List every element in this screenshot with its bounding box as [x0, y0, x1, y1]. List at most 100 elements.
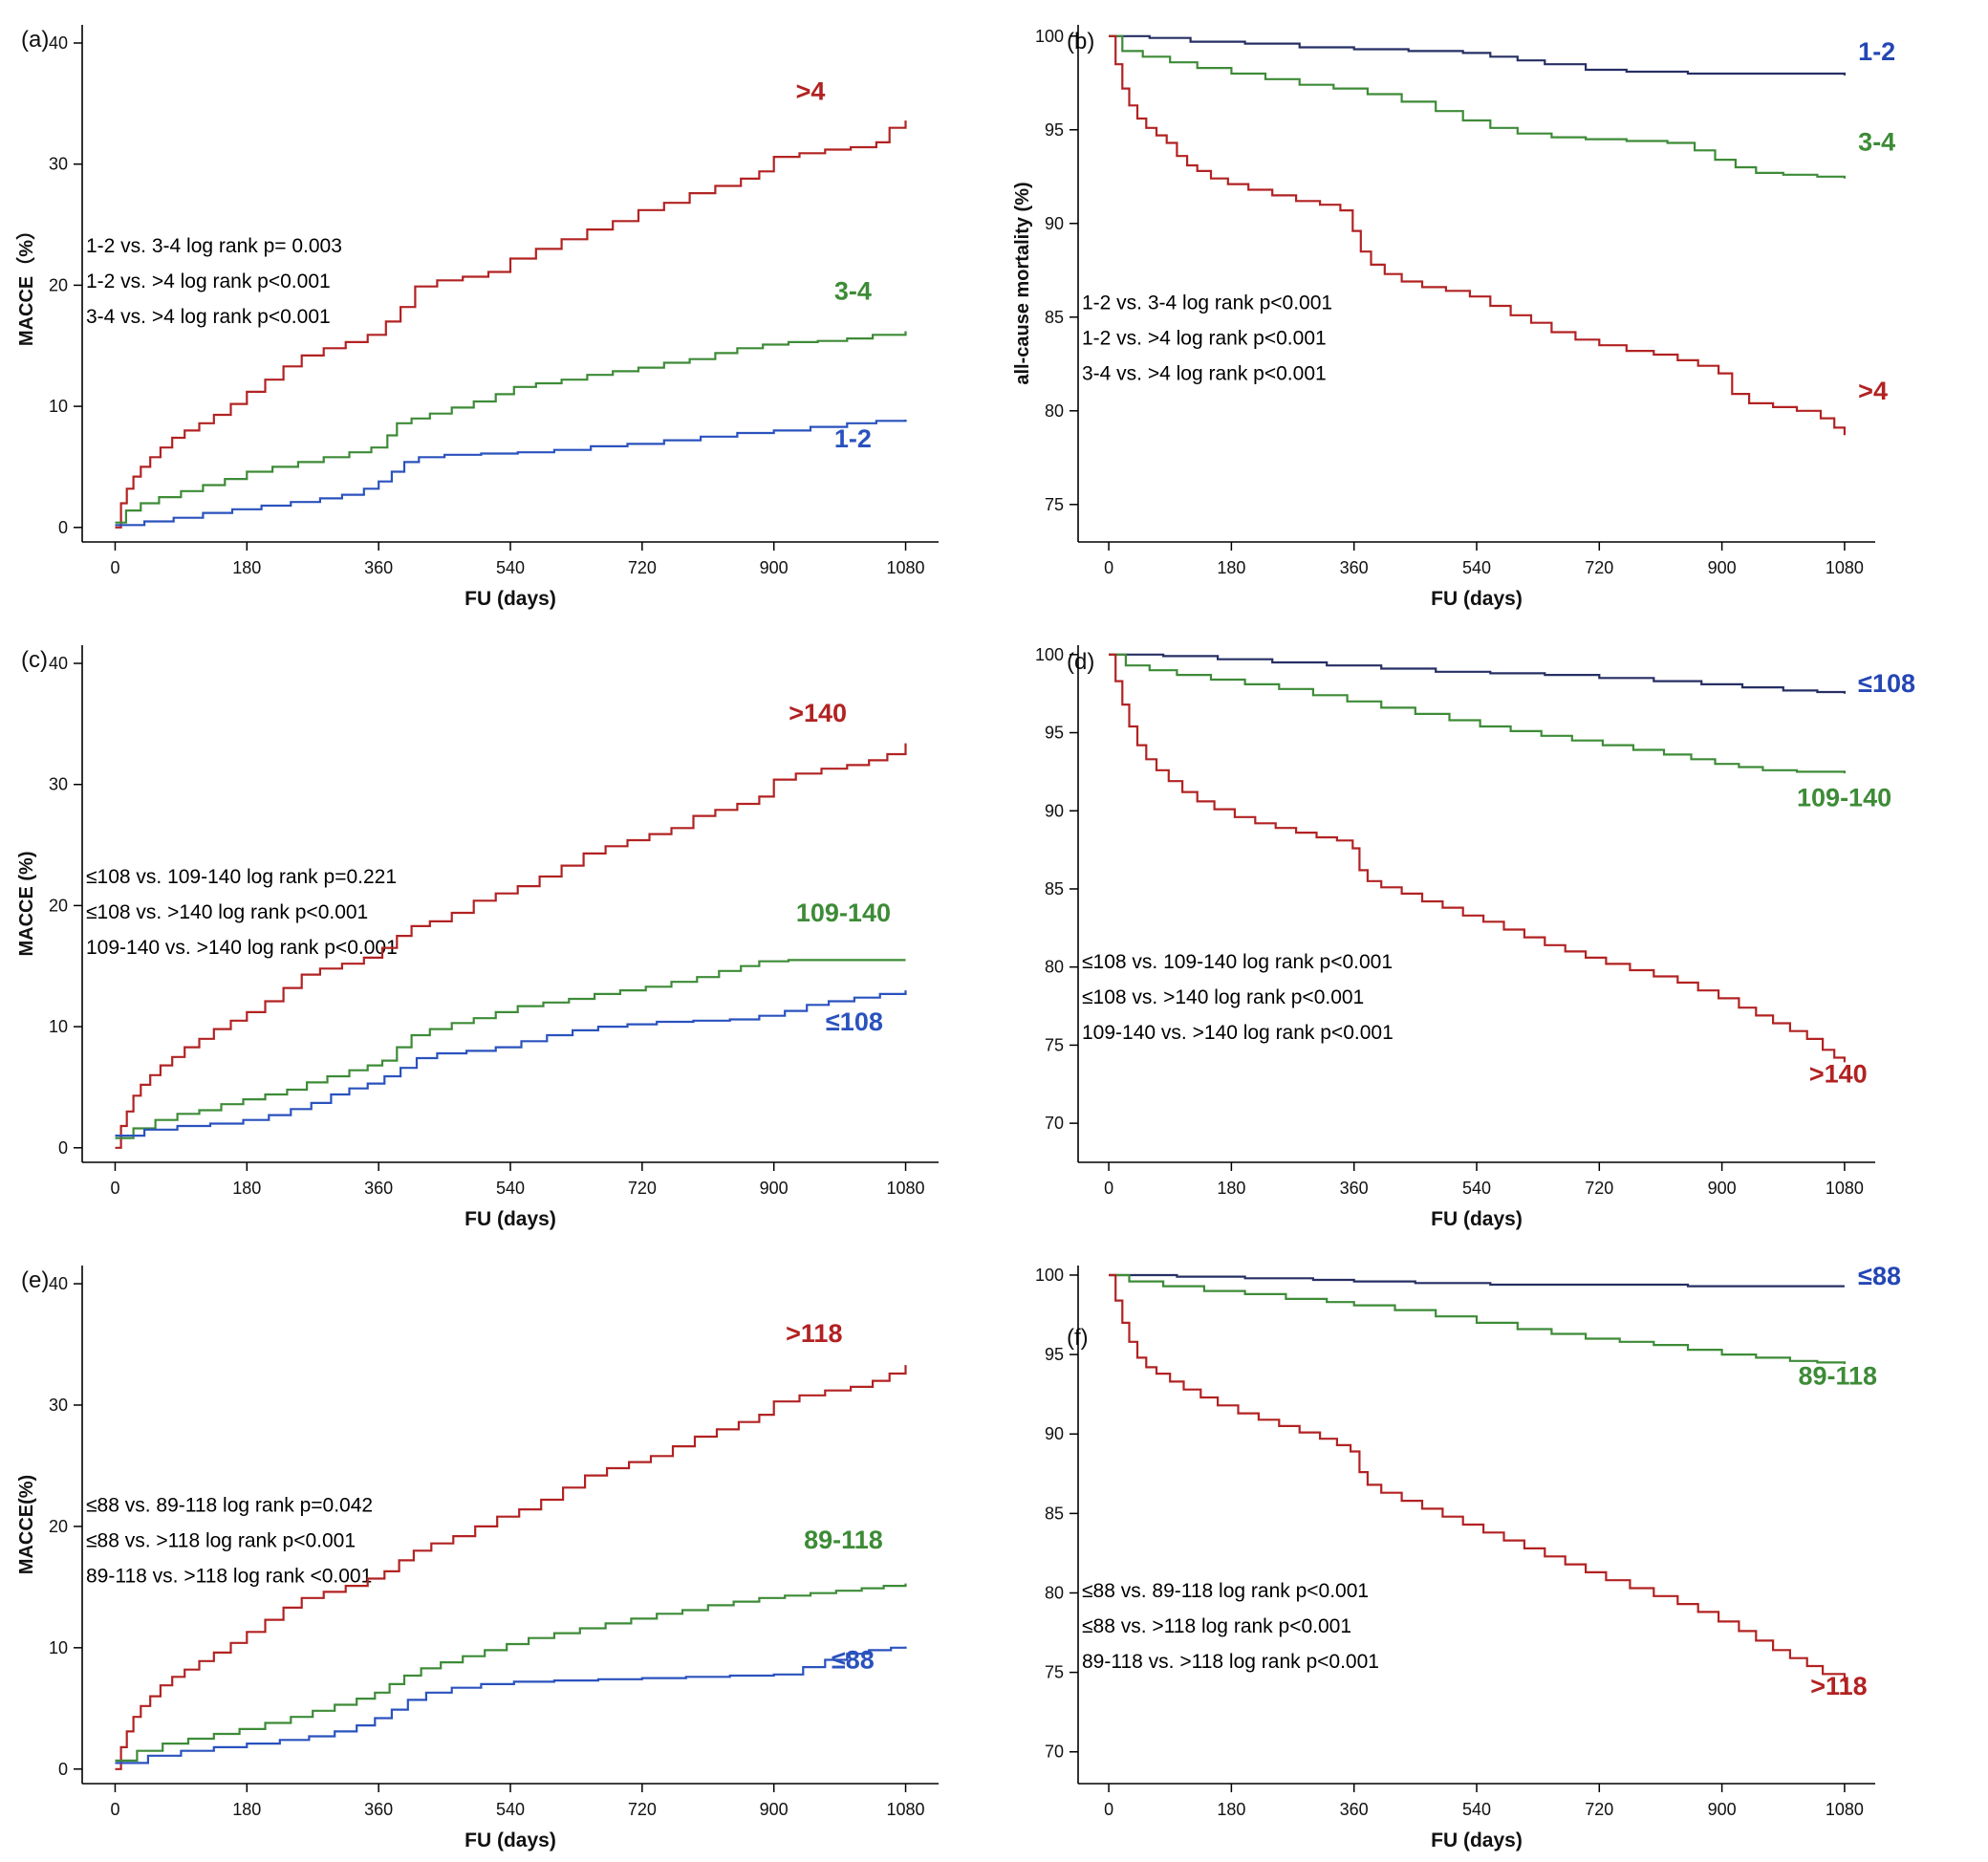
x-tick-label: 540	[496, 558, 525, 577]
y-tick-label: 20	[49, 275, 68, 294]
y-tick-label: 95	[1045, 724, 1064, 743]
y-tick-label: 90	[1045, 214, 1064, 233]
panel-b-chart: 0 180 360 540 720 900 1080 75 80 85 90 95 100 FU (day…	[994, 0, 1988, 620]
logrank-annotation: ≤108 vs. >140 log rank p<0.001	[1082, 986, 1364, 1008]
x-tick-label: 180	[232, 558, 261, 577]
x-tick-label: 720	[1585, 1179, 1613, 1198]
x-tick-label: 180	[232, 1800, 261, 1819]
logrank-annotation: ≤88 vs. 89-118 log rank p=0.042	[86, 1494, 373, 1516]
y-tick-label: 100	[1035, 27, 1064, 46]
km-plot-svg: 0 180 360 540 720 900 1080 0 10 20 30 40 FU (days) MA…	[16, 1266, 939, 1851]
x-tick-label: 900	[1708, 1179, 1737, 1198]
y-tick-label: 30	[49, 155, 68, 174]
y-axis-label: MACCE (%)	[16, 852, 37, 957]
y-tick-label: 70	[1045, 1743, 1064, 1762]
km-curve-3-4	[115, 331, 907, 524]
x-tick-label: 0	[110, 1800, 119, 1819]
y-tick-label: 30	[49, 775, 68, 794]
km-curve->140	[115, 743, 907, 1149]
y-tick-label: 0	[58, 518, 68, 537]
y-axis-label: MACCE（%）	[15, 221, 37, 346]
y-tick-label: 95	[1045, 120, 1064, 140]
y-tick-label: 75	[1045, 495, 1064, 514]
x-tick-label: 360	[1340, 558, 1369, 577]
y-tick-label: 75	[1045, 1663, 1064, 1682]
y-tick-label: 85	[1045, 308, 1064, 327]
y-tick-label: 100	[1035, 1266, 1064, 1285]
series-label-≤88: ≤88	[832, 1645, 875, 1674]
y-tick-label: 40	[49, 33, 68, 53]
x-tick-label: 1080	[1826, 1800, 1864, 1819]
series-label-109-140: 109-140	[1797, 783, 1891, 812]
panel-e-chart: 0 180 360 540 720 900 1080 0 10 20 30 40 FU (days) MA…	[0, 1241, 994, 1862]
km-plot-svg: 0 180 360 540 720 900 1080 75 80 85 90 95 100 FU (day…	[1012, 25, 1895, 610]
x-tick-label: 720	[1585, 1800, 1613, 1819]
x-tick-label: 900	[760, 1800, 789, 1819]
logrank-annotation: 89-118 vs. >118 log rank <0.001	[86, 1565, 372, 1587]
series-label->4: >4	[1858, 377, 1888, 405]
x-tick-label: 900	[1708, 1800, 1737, 1819]
x-tick-label: 360	[364, 1800, 393, 1819]
x-tick-label: 540	[1462, 1179, 1491, 1198]
panel-f: (f) 01803605407209001080707580859095100F…	[994, 1241, 1988, 1862]
km-curve-89-118	[115, 1583, 907, 1762]
y-tick-label: 20	[49, 1517, 68, 1536]
x-tick-label: 540	[1462, 558, 1491, 577]
logrank-annotation: ≤108 vs. 109-140 log rank p<0.001	[1082, 951, 1393, 973]
series-label-3-4: 3-4	[1858, 127, 1895, 156]
series-label-≤108: ≤108	[826, 1007, 883, 1036]
x-tick-label: 720	[628, 1800, 657, 1819]
x-axis-label: FU (days)	[465, 1830, 556, 1851]
km-curve-3-4	[1109, 34, 1846, 179]
y-tick-label: 70	[1045, 1114, 1064, 1133]
panel-a: (a) 0 180 360 540 720 900 1080 0 10 20 30 40 FU (day…	[0, 0, 994, 620]
x-axis-label: FU (days)	[1431, 1830, 1523, 1851]
km-curve-89-118	[1109, 1273, 1846, 1365]
y-tick-label: 80	[1045, 958, 1064, 977]
km-curve-109-140	[115, 959, 906, 1139]
y-tick-label: 10	[49, 1017, 68, 1036]
series-label->4: >4	[796, 77, 826, 106]
x-tick-label: 360	[364, 1179, 393, 1198]
km-curve-≤108	[1109, 653, 1846, 694]
x-tick-label: 1080	[887, 558, 925, 577]
y-axis-label: all-cause mortality (%)	[1012, 182, 1033, 384]
x-tick-label: 0	[1104, 1179, 1113, 1198]
y-tick-label: 80	[1045, 401, 1064, 421]
x-tick-label: 180	[1217, 1800, 1245, 1819]
y-tick-label: 10	[49, 397, 68, 416]
y-tick-label: 90	[1045, 1424, 1064, 1443]
y-tick-label: 95	[1045, 1345, 1064, 1364]
y-tick-label: 0	[58, 1760, 68, 1779]
x-tick-label: 900	[760, 558, 789, 577]
series-label-89-118: 89-118	[1798, 1362, 1877, 1391]
km-plot-svg: 0 180 360 540 720 900 1080 70 75 80 85 90 95 100 FU (d…	[1035, 1262, 1901, 1851]
km-curve->118	[115, 1365, 907, 1770]
y-tick-label: 80	[1045, 1583, 1064, 1602]
panel-c-letter: (c)	[21, 647, 48, 673]
series-label-3-4: 3-4	[834, 277, 872, 306]
panel-d-chart: 0 180 360 540 720 900 1080 70 75 80 85 90 95 100 FU (d…	[994, 620, 1988, 1241]
series-label-1-2: 1-2	[1858, 37, 1895, 66]
panel-b: (b) 0 180 360 540 720 900 1080 75 80 85 90 95 100 FU …	[994, 0, 1988, 620]
logrank-annotation: 89-118 vs. >118 log rank p<0.001	[1082, 1651, 1379, 1673]
logrank-annotation: 1-2 vs. >4 log rank p<0.001	[1082, 328, 1327, 350]
x-tick-label: 360	[1340, 1179, 1369, 1198]
y-tick-label: 85	[1045, 879, 1064, 899]
logrank-annotation: 109-140 vs. >140 log rank p<0.001	[86, 937, 398, 959]
logrank-annotation: 3-4 vs. >4 log rank p<0.001	[1082, 363, 1327, 385]
series-label-≤88: ≤88	[1858, 1262, 1901, 1290]
x-tick-label: 720	[1585, 558, 1613, 577]
logrank-annotation: ≤88 vs. >118 log rank p<0.001	[1082, 1615, 1351, 1637]
panel-c: (c) 0 180 360 540 720 900 1080 0 10 20 30 40 FU (day…	[0, 620, 994, 1241]
panel-b-letter: (b)	[1067, 29, 1095, 54]
panel-e-letter: (e)	[21, 1267, 50, 1293]
panel-d: (d) 0 180 360 540 720 900 1080 70 75 80 85 90 95 100 F…	[994, 620, 1988, 1241]
logrank-annotation: 3-4 vs. >4 log rank p<0.001	[86, 306, 331, 328]
km-plot-svg: 0 180 360 540 720 900 1080 0 10 20 30 40 FU (days) MA…	[15, 25, 939, 610]
km-curve-1-2	[115, 420, 907, 527]
km-plot-svg: 0 180 360 540 720 900 1080 70 75 80 85 90 95 100 FU (d…	[1035, 645, 1915, 1230]
x-tick-label: 1080	[887, 1179, 925, 1198]
km-curve-109-140	[1109, 653, 1846, 773]
x-tick-label: 900	[1708, 558, 1737, 577]
